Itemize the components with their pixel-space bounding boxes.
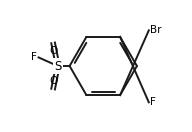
Text: F: F (150, 97, 156, 107)
Text: F: F (31, 52, 37, 62)
Text: O: O (49, 46, 57, 56)
Text: S: S (54, 60, 61, 72)
Text: S: S (54, 60, 61, 72)
Text: Br: Br (150, 25, 162, 35)
Text: O: O (49, 76, 57, 86)
